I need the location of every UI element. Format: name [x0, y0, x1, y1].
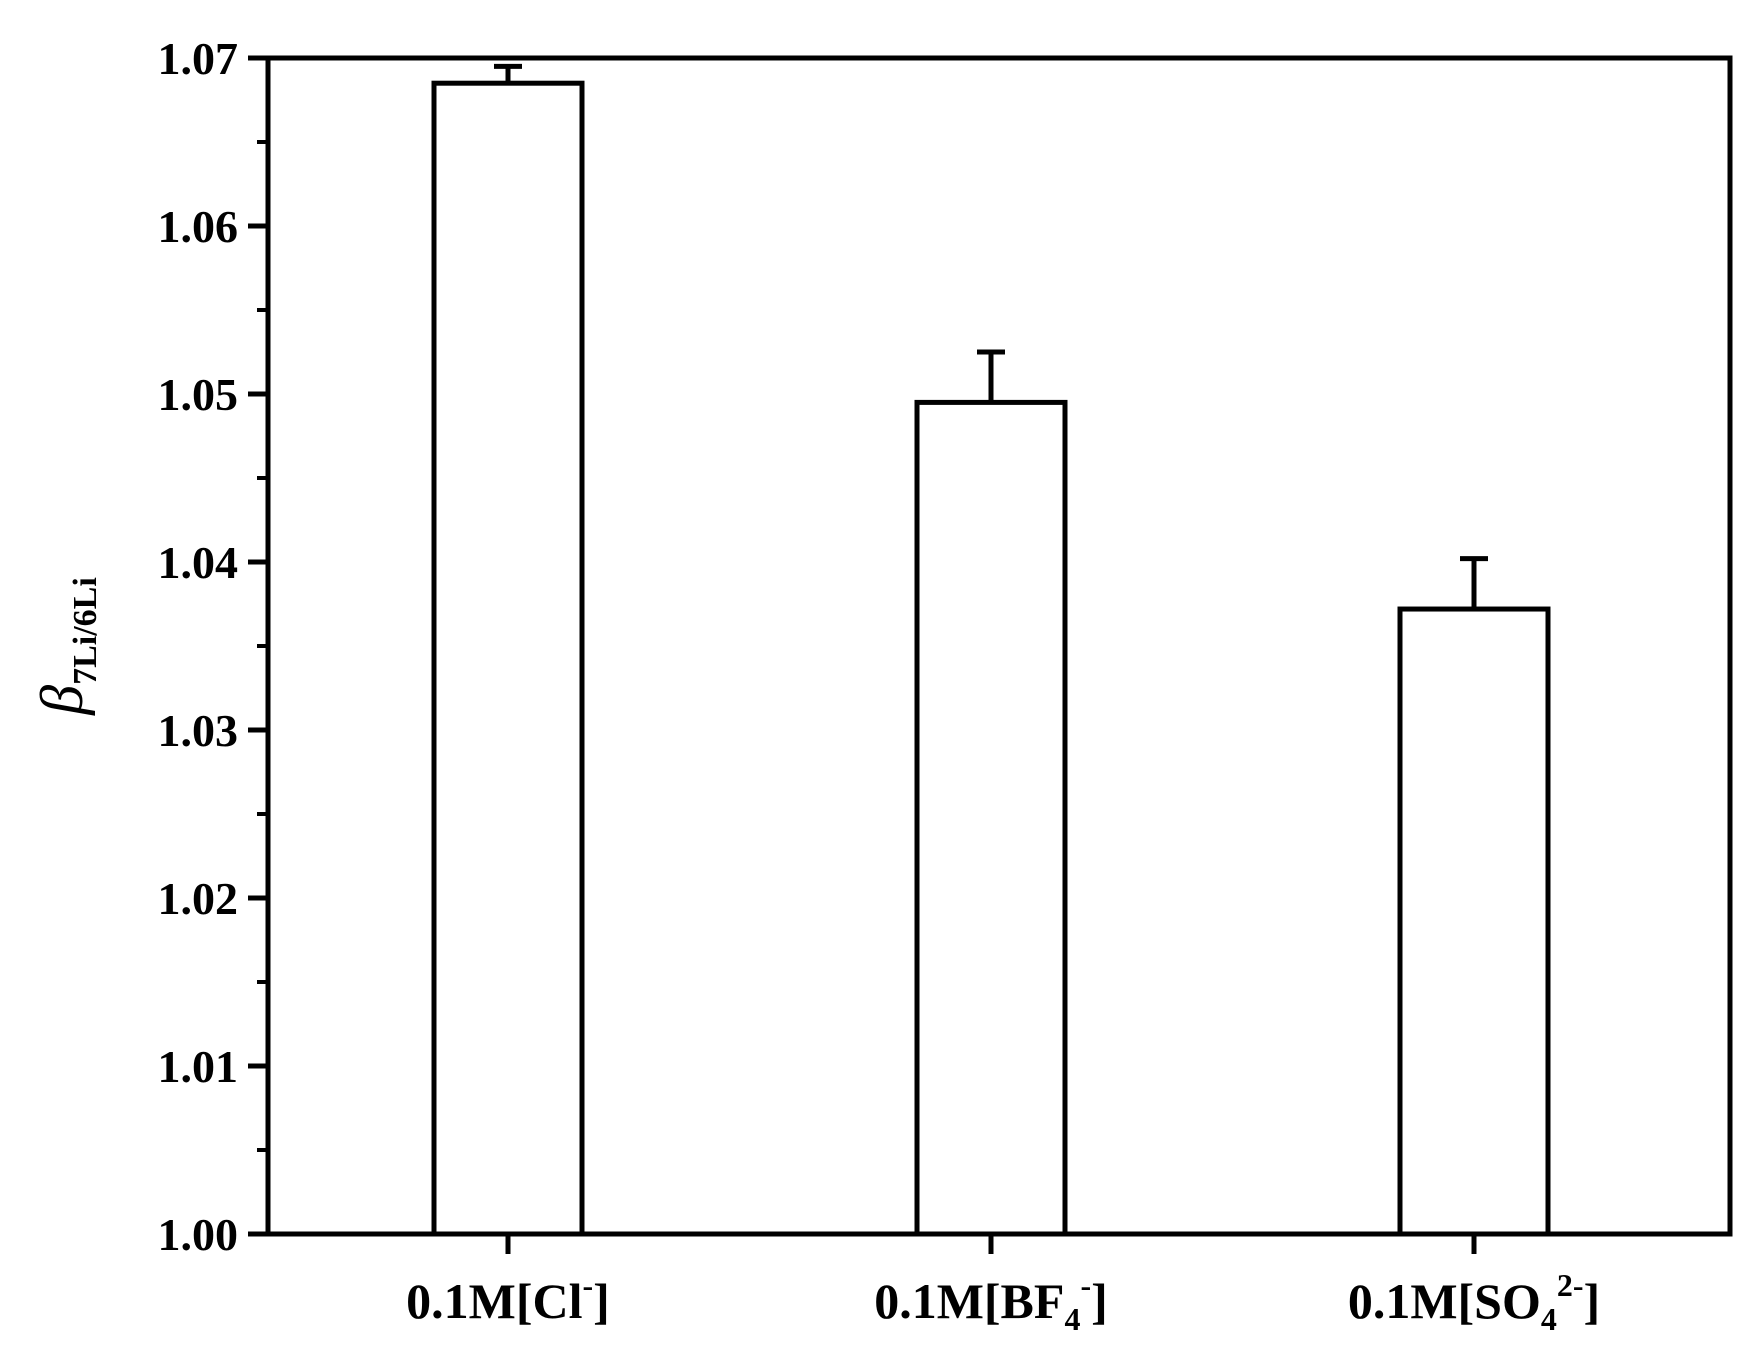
bar — [1397, 606, 1551, 1237]
y-axis-title: β7Li/6Li — [29, 577, 104, 716]
y-tick-label: 1.04 — [158, 537, 239, 588]
bars — [431, 63, 1551, 1237]
y-tick-label: 1.01 — [158, 1041, 239, 1092]
x-tick-label: 0.1M[BF4-] — [874, 1267, 1108, 1337]
y-tick-label: 1.02 — [158, 873, 239, 924]
x-tick-label: 0.1M[Cl-] — [406, 1267, 610, 1329]
y-tick-label: 1.07 — [158, 33, 239, 84]
y-tick-label: 1.06 — [158, 201, 239, 252]
x-axis: 0.1M[Cl-] 0.1M[BF4-] 0.1M[SO42-] — [406, 1234, 1600, 1337]
bar — [431, 80, 585, 1237]
bar — [914, 399, 1068, 1237]
x-tick-label: 0.1M[SO42-] — [1348, 1267, 1600, 1337]
y-tick-label: 1.00 — [158, 1209, 239, 1260]
y-tick-label: 1.05 — [158, 369, 239, 420]
y-tick-label: 1.03 — [158, 705, 239, 756]
y-axis: 1.00 1.01 1.02 1.03 1.04 1.05 1.06 1.07 — [158, 33, 268, 1260]
